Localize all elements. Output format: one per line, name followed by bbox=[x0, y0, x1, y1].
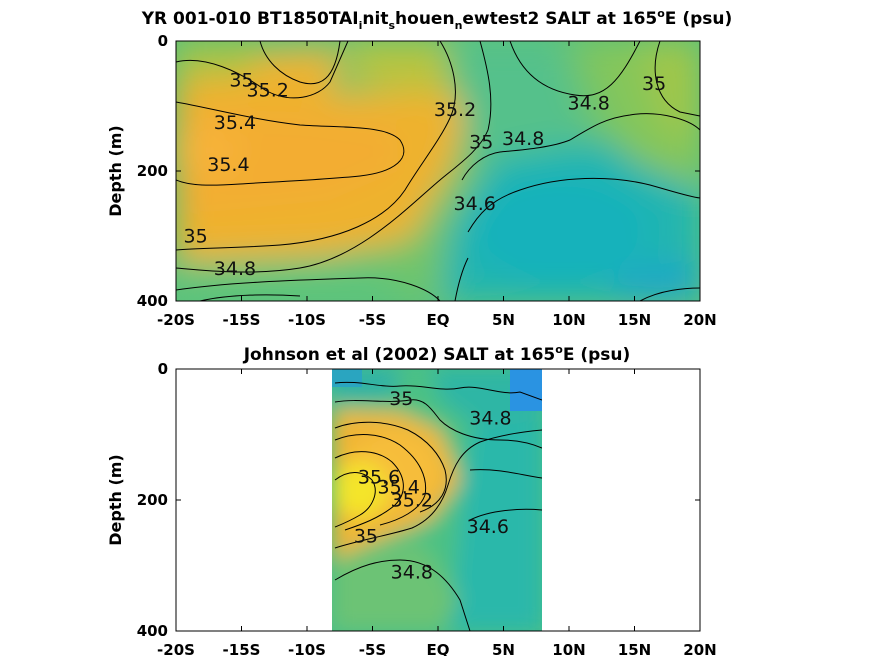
top-y-tick-label: 400 bbox=[137, 292, 168, 310]
top-x-tick-label: -10S bbox=[288, 311, 326, 329]
top-y-axis-label: Depth (m) bbox=[106, 125, 125, 217]
bottom-panel: Johnson et al (2002) SALT at 165oE (psu) bbox=[106, 343, 717, 656]
bottom-contour-label: 35.4 bbox=[378, 476, 420, 498]
top-x-tick-label: 10N bbox=[552, 311, 585, 329]
bottom-contour-labels: 35 34.8 35.635.435.2 35 34.6 34.8 bbox=[354, 388, 512, 584]
bottom-contour-label: 35.2 bbox=[391, 490, 433, 512]
top-contour-label: 35 bbox=[229, 70, 253, 92]
bottom-x-tick-label: 20N bbox=[683, 641, 716, 656]
top-y-tick-label: 200 bbox=[137, 162, 168, 180]
bottom-y-tick-label: 200 bbox=[137, 491, 168, 509]
top-x-tick-label: 20N bbox=[683, 311, 716, 329]
bottom-title: Johnson et al (2002) SALT at 165oE (psu) bbox=[243, 343, 631, 365]
bottom-x-tick-label: -15S bbox=[223, 641, 261, 656]
top-title: YR 001-010 BT1850TAIinitshouennewtest2 S… bbox=[141, 7, 733, 32]
bottom-x-ticks: -20S -15S -10S -5S EQ 5N 10N 15N 20N bbox=[157, 369, 717, 656]
bottom-contour-label: 34.8 bbox=[391, 562, 433, 584]
top-x-tick-label: -20S bbox=[157, 311, 195, 329]
bottom-y-ticks: 0 200 400 bbox=[137, 360, 700, 640]
top-contour-label: 34.8 bbox=[214, 258, 256, 280]
bottom-x-tick-label: 10N bbox=[552, 641, 585, 656]
top-contour-label: 35 bbox=[469, 131, 493, 153]
bottom-x-tick-label: 5N bbox=[492, 641, 515, 656]
top-x-tick-label: -5S bbox=[359, 311, 386, 329]
bottom-x-tick-label: -5S bbox=[359, 641, 386, 656]
top-contour-label: 34.6 bbox=[454, 193, 496, 215]
bottom-x-tick-label: 15N bbox=[618, 641, 651, 656]
top-x-tick-label: 15N bbox=[618, 311, 651, 329]
top-x-tick-label: -15S bbox=[223, 311, 261, 329]
bottom-x-tick-label: -20S bbox=[157, 641, 195, 656]
bottom-contour-label: 35 bbox=[389, 388, 413, 410]
bottom-y-tick-label: 0 bbox=[158, 360, 168, 378]
top-contour-label: 35 bbox=[642, 73, 666, 95]
bottom-y-tick-label: 400 bbox=[137, 622, 168, 640]
top-contour-label: 35.4 bbox=[214, 112, 256, 134]
top-y-tick-label: 0 bbox=[158, 32, 168, 50]
bottom-contour-label: 34.8 bbox=[469, 408, 511, 430]
bottom-contours bbox=[334, 381, 542, 631]
top-contours bbox=[176, 41, 700, 301]
top-contour-label: 35 bbox=[184, 226, 208, 248]
top-contour-label: 35.2 bbox=[434, 99, 476, 121]
top-x-ticks: -20S -15S -10S -5S EQ 5N 10N 15N 20N bbox=[157, 41, 717, 329]
top-contour-label: 35.2 bbox=[247, 79, 289, 101]
top-contour-label: 35.4 bbox=[207, 154, 249, 176]
bottom-contour-label: 35 bbox=[354, 526, 378, 548]
bottom-contour-label: 34.6 bbox=[467, 516, 509, 538]
top-panel: YR 001-010 BT1850TAIinitshouennewtest2 S… bbox=[106, 7, 732, 329]
bottom-contour-label: 35.6 bbox=[358, 467, 400, 489]
top-x-tick-label: 5N bbox=[492, 311, 515, 329]
top-x-tick-label: EQ bbox=[427, 311, 450, 329]
bottom-x-tick-label: EQ bbox=[427, 641, 450, 656]
bottom-x-tick-label: -10S bbox=[288, 641, 326, 656]
bottom-salinity-field: 35 34.8 35.635.435.2 35 34.6 34.8 bbox=[332, 369, 542, 631]
top-y-ticks: 0 200 400 bbox=[137, 32, 700, 310]
bottom-y-axis-label: Depth (m) bbox=[106, 454, 125, 546]
top-contour-label: 34.8 bbox=[502, 128, 544, 150]
top-contour-label: 34.8 bbox=[567, 92, 609, 114]
